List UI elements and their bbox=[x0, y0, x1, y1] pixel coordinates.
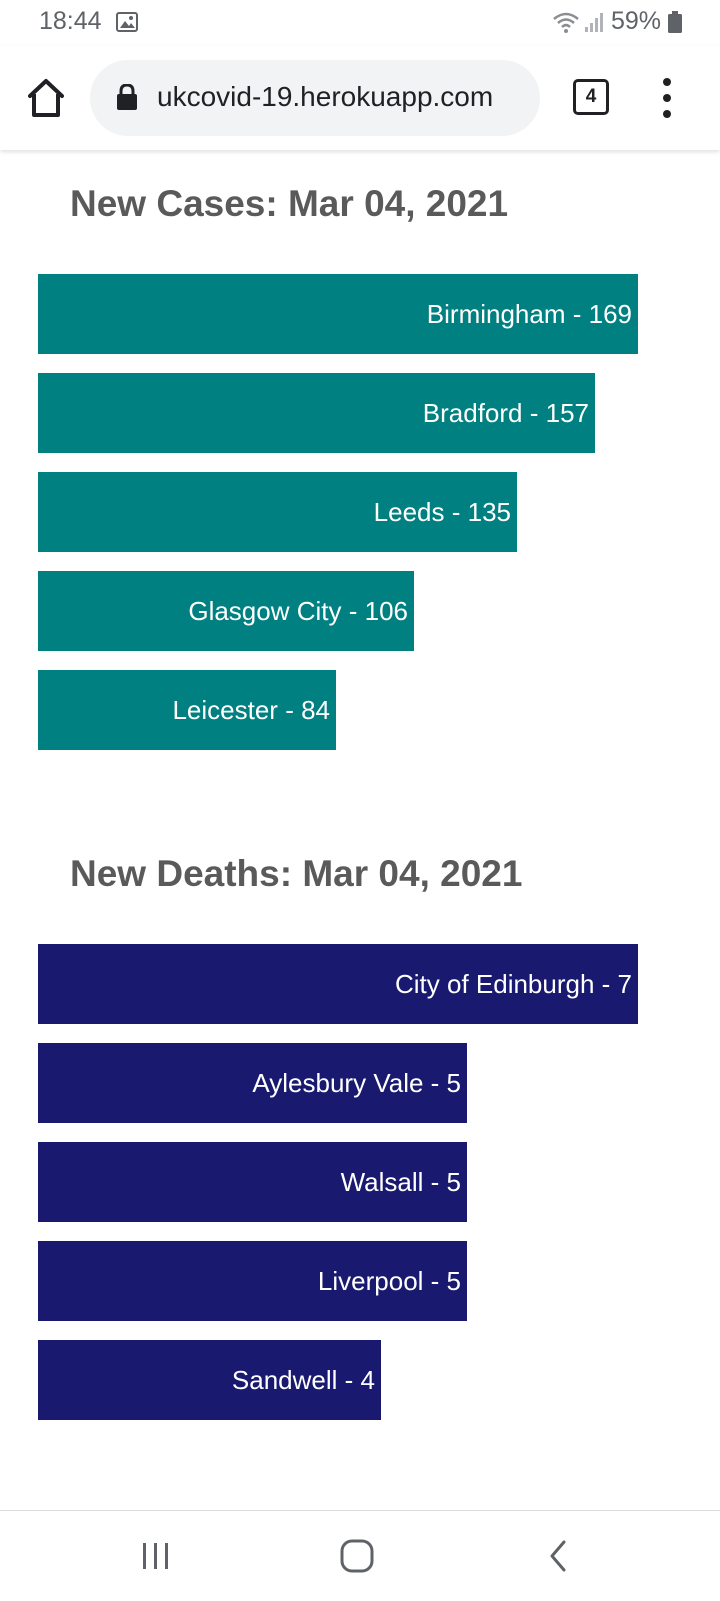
bar-leeds: Leeds - 135 bbox=[38, 472, 517, 552]
bar-label: Sandwell - 4 bbox=[231, 1365, 375, 1395]
bar-city-of-edinburgh: City of Edinburgh - 7 bbox=[38, 944, 638, 1024]
bar-bradford: Bradford - 157 bbox=[38, 373, 595, 453]
bar-aylesbury-vale: Aylesbury Vale - 5 bbox=[38, 1043, 467, 1123]
page-content: New Cases: Mar 04, 2021 Birmingham - 169… bbox=[0, 150, 720, 1510]
bar-label: Aylesbury Vale - 5 bbox=[252, 1068, 461, 1098]
bar-label: Leicester - 84 bbox=[172, 695, 330, 725]
home-nav-icon[interactable] bbox=[340, 1539, 374, 1573]
status-bar: 18:44 59% bbox=[0, 0, 720, 46]
lock-icon bbox=[117, 84, 137, 110]
bar-walsall: Walsall - 5 bbox=[38, 1142, 467, 1222]
bar-label: Walsall - 5 bbox=[340, 1167, 461, 1197]
tabs-icon: 4 bbox=[573, 79, 609, 115]
system-nav-bar bbox=[0, 1510, 720, 1601]
battery-percentage: 59% bbox=[611, 7, 662, 35]
signal-icon bbox=[585, 13, 603, 32]
bar-sandwell: Sandwell - 4 bbox=[38, 1340, 381, 1420]
bar-leicester: Leicester - 84 bbox=[38, 670, 336, 750]
battery-icon bbox=[668, 11, 682, 33]
home-icon[interactable] bbox=[22, 76, 70, 120]
recent-apps-icon[interactable] bbox=[140, 1541, 172, 1571]
back-icon[interactable] bbox=[548, 1539, 568, 1573]
deaths-chart: City of Edinburgh - 7 Aylesbury Vale - 5 W… bbox=[38, 944, 652, 1420]
wifi-icon bbox=[553, 12, 579, 33]
more-vert-icon[interactable] bbox=[652, 74, 682, 122]
bar-liverpool: Liverpool - 5 bbox=[38, 1241, 467, 1321]
bar-label: Liverpool - 5 bbox=[317, 1266, 461, 1296]
cases-title: New Cases: Mar 04, 2021 bbox=[70, 183, 509, 224]
url-text: ukcovid-19.herokuapp.com bbox=[157, 81, 494, 112]
bar-label: Birmingham - 169 bbox=[426, 299, 632, 329]
bar-glasgow-city: Glasgow City - 106 bbox=[38, 571, 414, 651]
bar-label: Leeds - 135 bbox=[373, 497, 511, 527]
cases-chart: Birmingham - 169 Bradford - 157 Leeds - 13… bbox=[38, 274, 652, 750]
tabs-button[interactable]: 4 bbox=[570, 76, 614, 120]
gallery-icon bbox=[116, 12, 138, 32]
address-bar[interactable]: ukcovid-19.herokuapp.com bbox=[90, 60, 540, 136]
bar-birmingham: Birmingham - 169 bbox=[38, 274, 638, 354]
deaths-title: New Deaths: Mar 04, 2021 bbox=[70, 853, 523, 894]
bar-label: Bradford - 157 bbox=[422, 398, 589, 428]
status-time: 18:44 bbox=[39, 7, 102, 35]
bar-label: City of Edinburgh - 7 bbox=[394, 969, 632, 999]
bar-label: Glasgow City - 106 bbox=[188, 596, 408, 626]
browser-toolbar: ukcovid-19.herokuapp.com 4 bbox=[0, 46, 720, 150]
